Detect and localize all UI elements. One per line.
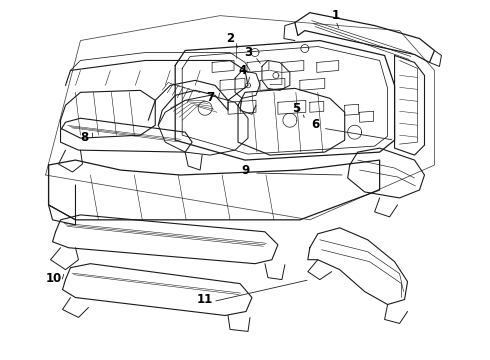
Text: 3: 3	[244, 46, 252, 59]
Text: 11: 11	[197, 293, 213, 306]
Text: 5: 5	[292, 102, 300, 115]
Text: 9: 9	[242, 163, 250, 176]
Text: 7: 7	[206, 91, 214, 104]
Text: 2: 2	[226, 32, 234, 45]
Text: 6: 6	[312, 118, 320, 131]
Text: 1: 1	[332, 9, 340, 22]
Text: 4: 4	[239, 64, 247, 77]
Text: 10: 10	[46, 272, 62, 285]
Text: 8: 8	[80, 131, 89, 144]
